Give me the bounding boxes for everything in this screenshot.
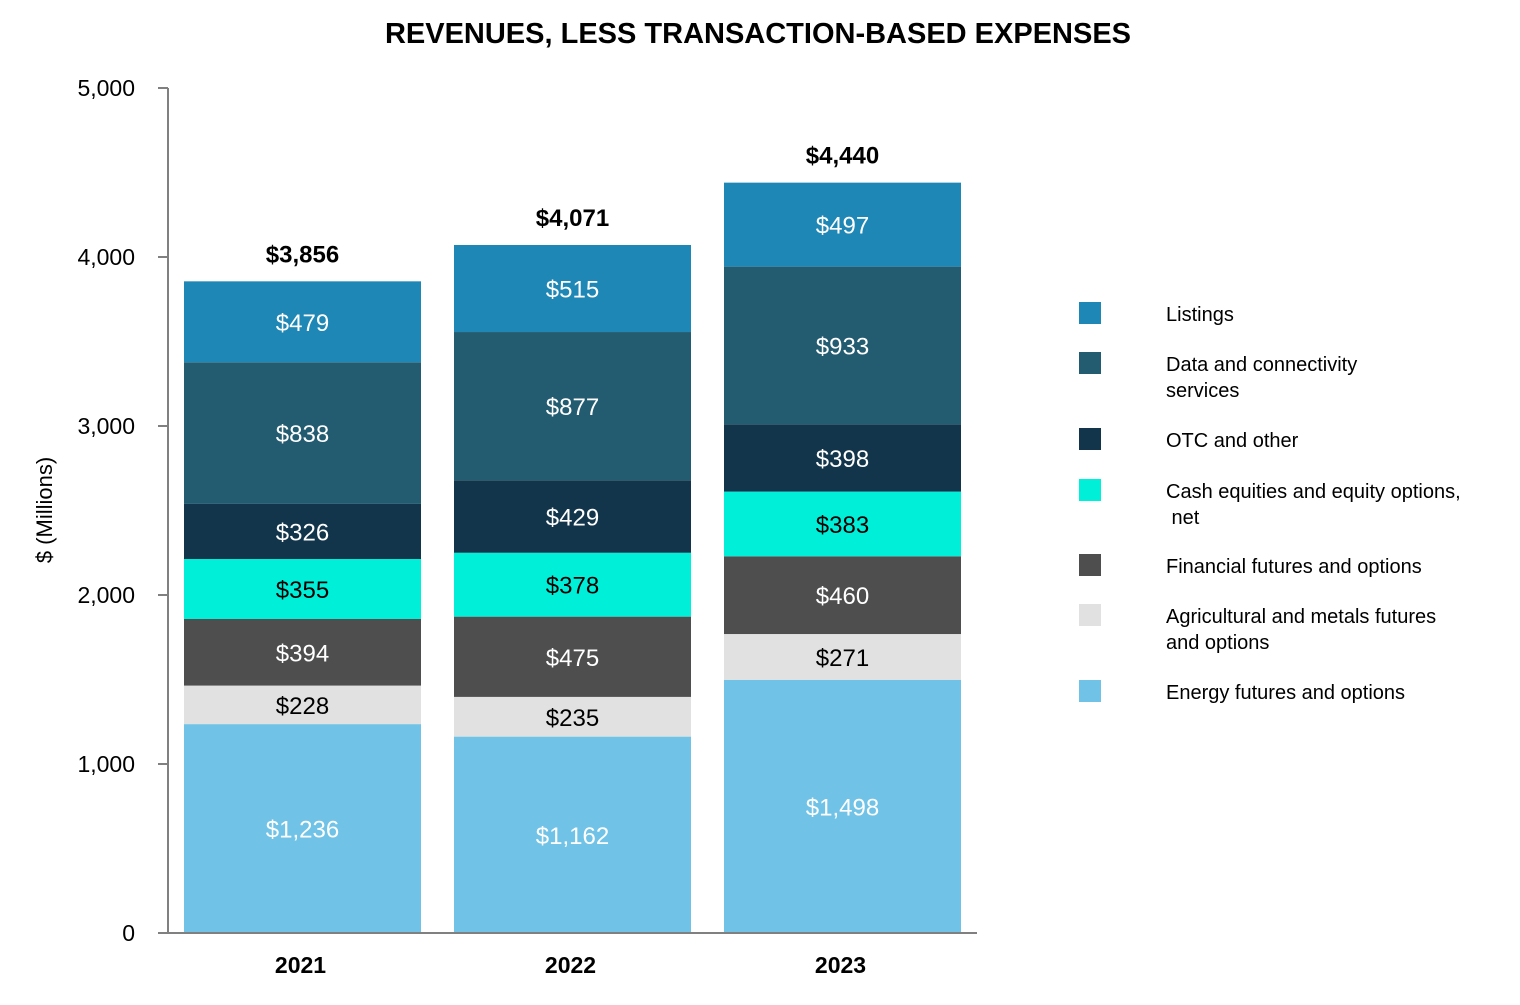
total-label: $3,856 [266, 241, 339, 268]
bar-segment [724, 424, 961, 492]
bar-segment [724, 491, 961, 557]
bar-segment [724, 634, 961, 680]
bar-segment [454, 332, 691, 481]
bar-group-2023: $1,498 $271 $460 $383 $398 $933 $497 $4,440 [724, 143, 961, 933]
bar-segment [724, 679, 961, 933]
legend-swatch [1079, 680, 1101, 702]
legend-item: Agricultural and metals futures and optio… [1079, 604, 1436, 654]
legend-label: services [1166, 380, 1239, 402]
y-tick-label: 3,000 [77, 413, 135, 439]
legend-label: OTC and other [1166, 430, 1299, 452]
bar-segment [724, 556, 961, 635]
total-label: $4,440 [806, 143, 879, 170]
data-label: $383 [816, 512, 869, 539]
bar-segment [184, 503, 421, 560]
legend-label: Agricultural and metals futures [1166, 606, 1436, 628]
data-label: $1,236 [266, 817, 339, 844]
bar-group-2022: $1,162 $235 $475 $378 $429 $877 $515 $4,071 [454, 205, 691, 933]
y-tick-label: 1,000 [77, 751, 135, 777]
bar-segment [184, 685, 421, 725]
data-label: $933 [816, 333, 869, 360]
data-label: $497 [816, 213, 869, 240]
legend-swatch [1079, 554, 1101, 576]
legend-label: Listings [1166, 304, 1234, 326]
bar-segment [184, 362, 421, 504]
legend: Listings Data and connectivity services OTC… [1079, 302, 1461, 704]
data-label: $515 [546, 277, 599, 304]
legend-swatch [1079, 604, 1101, 626]
legend-swatch [1079, 302, 1101, 324]
legend-label: Data and connectivity [1166, 354, 1357, 376]
bar-segment [454, 552, 691, 617]
data-label: $460 [816, 583, 869, 610]
legend-item: Listings [1079, 302, 1234, 326]
data-label: $475 [546, 645, 599, 672]
legend-item: OTC and other [1079, 428, 1299, 452]
y-tick-label: 4,000 [77, 244, 135, 270]
data-label: $877 [546, 394, 599, 421]
legend-label: Financial futures and options [1166, 556, 1422, 578]
y-tick-label: 0 [122, 920, 135, 946]
data-label: $398 [816, 446, 869, 473]
legend-label: Energy futures and options [1166, 682, 1405, 704]
legend-label: Cash equities and equity options, [1166, 481, 1461, 503]
x-tick-label: 2023 [815, 952, 866, 978]
bar-segment [184, 618, 421, 686]
data-label: $271 [816, 645, 869, 672]
data-label: $235 [546, 705, 599, 732]
y-axis: 0 1,000 2,000 3,000 4,000 5,000 [77, 75, 169, 946]
y-tick-label: 2,000 [77, 582, 135, 608]
bars: $1,236 $228 $394 $355 $326 $838 $479 $3,856 $1,1… [184, 143, 961, 933]
legend-swatch [1079, 352, 1101, 374]
legend-swatch [1079, 428, 1101, 450]
x-axis: 2021 2022 2023 [158, 932, 977, 978]
data-label: $1,162 [536, 823, 609, 850]
data-label: $355 [276, 577, 329, 604]
total-label: $4,071 [536, 205, 609, 232]
bar-segment [454, 696, 691, 737]
legend-label: net [1166, 507, 1200, 529]
bar-segment [724, 182, 961, 267]
data-label: $228 [276, 693, 329, 720]
data-label: $326 [276, 519, 329, 546]
legend-item: Financial futures and options [1079, 554, 1422, 578]
data-label: $394 [276, 640, 329, 667]
x-tick-label: 2021 [275, 952, 326, 978]
chart-title: REVENUES, LESS TRANSACTION-BASED EXPENSE… [385, 18, 1131, 50]
data-label: $378 [546, 573, 599, 600]
bar-segment [454, 480, 691, 553]
bar-segment [184, 281, 421, 363]
bar-segment [454, 616, 691, 697]
data-label: $479 [276, 310, 329, 337]
legend-label: and options [1166, 632, 1269, 654]
y-axis-label: $ (Millions) [32, 457, 57, 563]
bar-segment [724, 266, 961, 425]
bar-segment [184, 724, 421, 933]
bar-segment [184, 559, 421, 619]
data-label: $429 [546, 504, 599, 531]
x-tick-label: 2022 [545, 952, 596, 978]
legend-item: Energy futures and options [1079, 680, 1405, 704]
data-label: $838 [276, 421, 329, 448]
y-tick-label: 5,000 [77, 75, 135, 101]
legend-swatch [1079, 479, 1101, 501]
legend-item: Cash equities and equity options, net [1079, 479, 1461, 529]
bar-group-2021: $1,236 $228 $394 $355 $326 $838 $479 $3,856 [184, 241, 421, 933]
data-label: $1,498 [806, 794, 879, 821]
legend-item: Data and connectivity services [1079, 352, 1357, 402]
bar-segment [454, 736, 691, 933]
bar-segment [454, 245, 691, 333]
